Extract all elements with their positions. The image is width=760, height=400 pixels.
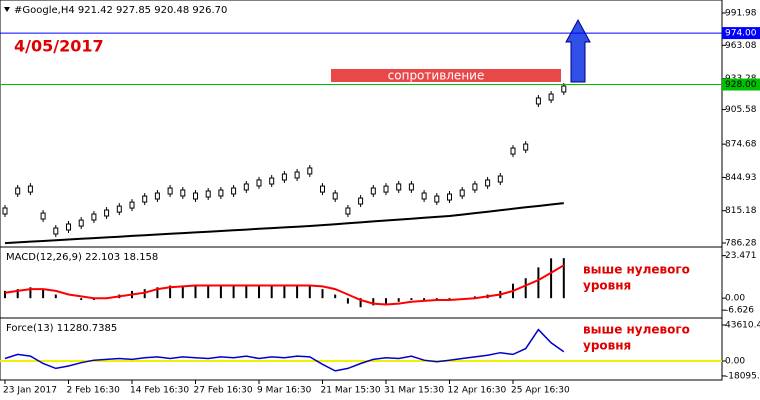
candle [294,171,300,179]
x-tick-label: 9 Mar 16:30 [257,386,312,396]
x-tick-label: 12 Apr 16:30 [448,386,507,396]
x-tick-label: 2 Feb 16:30 [67,386,121,396]
y-tick-label: 905.58 [725,105,757,115]
y-tick-label: 0.00 [725,294,745,304]
candle [320,185,325,193]
candle [27,185,33,193]
candle [91,213,97,221]
candle [205,190,211,198]
panel-title: Force(13) 11280.7385 [6,323,117,334]
candle [167,187,173,195]
moving-average [4,202,564,245]
x-tick-label: 25 Apr 16:30 [511,386,570,396]
signal-line [4,264,565,306]
candle [142,195,148,203]
force-line [4,328,565,372]
y-tick-label: 0.00 [725,357,745,367]
panel-title: MACD(12,26,9) 22.103 18.158 [6,252,158,263]
candle [154,192,160,200]
level-label: 974.00 [725,29,757,39]
candle [523,143,529,151]
candle [269,177,275,185]
candle [332,192,338,200]
level-label-box [722,78,760,91]
candle [396,183,402,191]
candle [193,192,198,200]
annotation: уровня [583,279,631,293]
y-tick-label: 43610.48 [725,321,760,331]
candle [281,173,287,181]
y-tick-label: 874.68 [725,140,757,150]
candle [40,212,46,220]
y-tick-label: 991.98 [725,8,757,18]
date-label: 4/05/2017 [14,37,104,56]
up-arrow [565,18,591,83]
header-icon [4,7,10,12]
candle [358,197,364,205]
y-tick-label: 815.18 [725,206,757,216]
candle [472,183,478,191]
candle [104,209,110,217]
candle [535,97,541,105]
x-tick-label: 27 Feb 16:30 [194,386,253,396]
x-tick-label: 21 Mar 15:30 [321,386,381,396]
y-tick-label: 963.08 [725,41,757,51]
candle [485,179,491,187]
candle [243,183,249,191]
y-tick-label: -6.626 [725,306,754,316]
candle [345,207,351,215]
candle [434,195,440,203]
candle [548,93,554,101]
candle [421,192,427,200]
candle [116,205,122,213]
candle [66,223,71,231]
candle [15,187,21,195]
candle [256,179,262,187]
candle [510,147,516,155]
y-tick-label: -18095.1 [725,371,760,381]
level-label-box [722,27,760,40]
moving-average [17,133,565,222]
annotation: уровня [583,339,631,353]
candle [2,207,8,215]
candle [180,189,186,197]
candle [561,85,567,93]
candle [218,189,224,197]
candle [447,193,452,201]
candle [497,175,503,183]
candle [383,185,389,193]
y-tick-label: 786.28 [725,239,757,249]
candle [53,227,59,235]
annotation: выше нулевого [583,323,690,337]
y-tick-label: 844.93 [725,173,757,183]
resistance-label: сопротивление [388,69,485,83]
y-tick-label: 23.471 [725,251,757,261]
level-label: 928.00 [725,80,757,90]
candle [408,183,414,191]
candle [231,187,237,195]
candle [307,167,313,175]
resistance-box [331,69,561,82]
plot-frame [0,0,723,381]
x-tick-label: 14 Feb 16:30 [130,386,189,396]
candle [78,219,84,227]
candle [129,201,135,209]
candle [459,189,465,197]
x-tick-label: 23 Jan 2017 [3,386,57,396]
chart-title: #Google,H4 921.42 927.85 920.48 926.70 [14,5,227,16]
candle [370,187,376,195]
x-tick-label: 31 Mar 15:30 [384,386,444,396]
annotation: выше нулевого [583,263,690,277]
